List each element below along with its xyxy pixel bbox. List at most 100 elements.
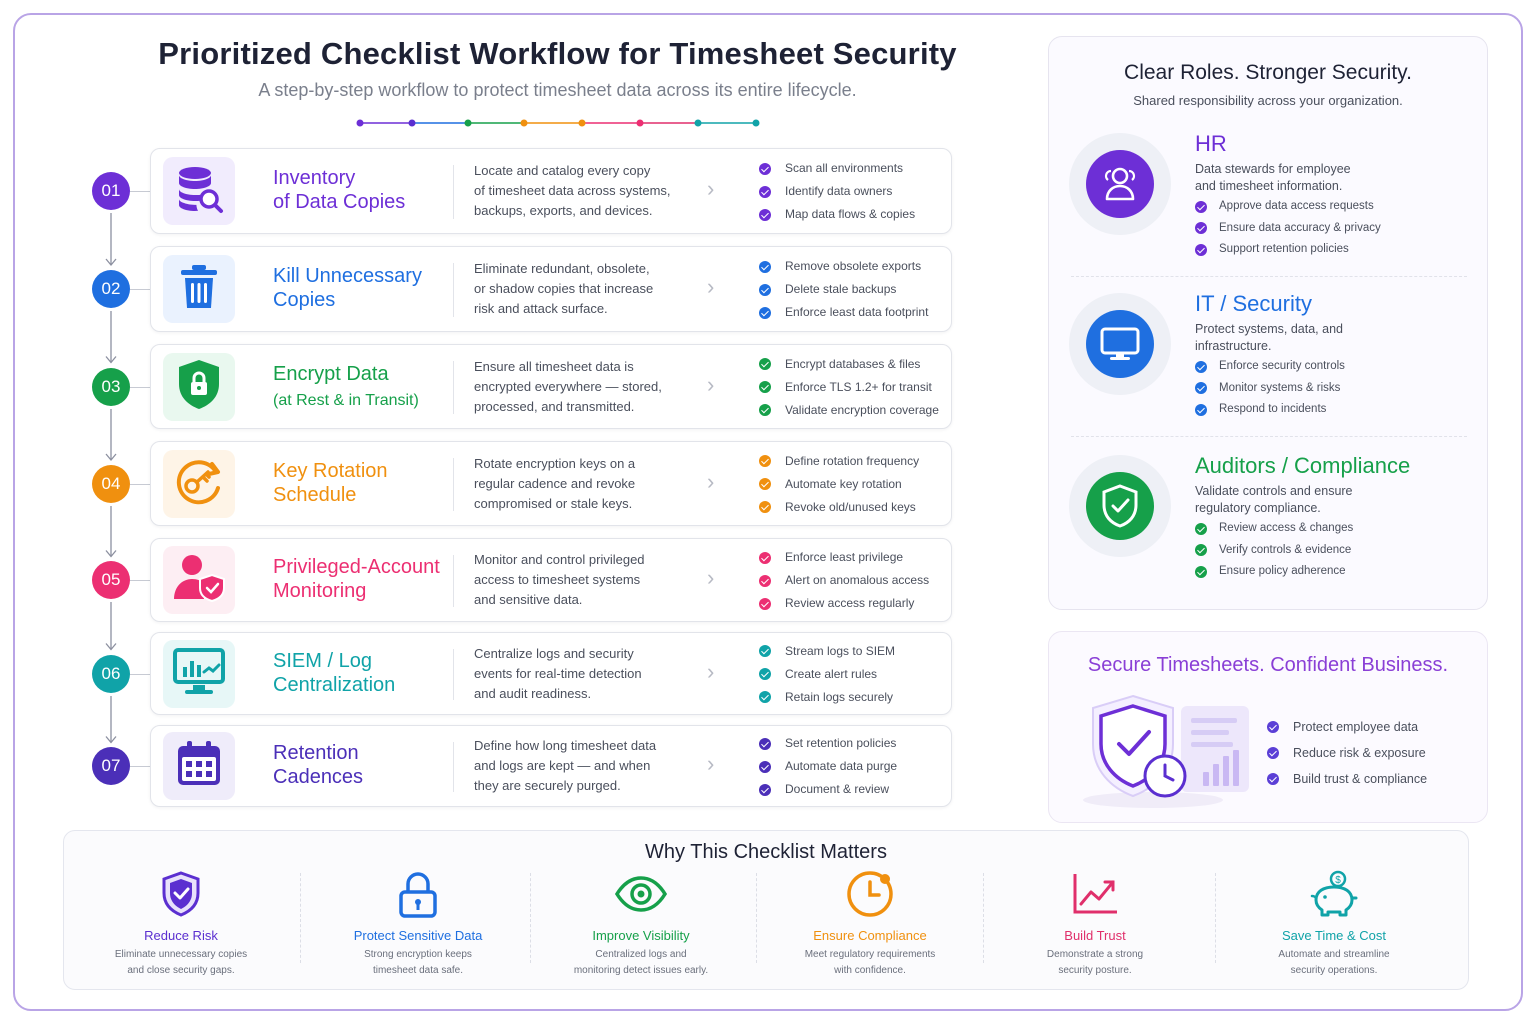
benefit-description-line: monitoring detect issues early.: [573, 965, 709, 976]
step-check-item: Validate encryption coverage: [759, 399, 949, 422]
check-icon: [759, 283, 771, 296]
benefit-description-line: with confidence.: [834, 965, 906, 976]
benefit-description-line: Demonstrate a strong: [1046, 949, 1144, 960]
workflow-step-card[interactable]: SIEM / Log Centralization Centralize logs …: [150, 632, 952, 715]
step-description: Eliminate redundant, obsolete, or shadow …: [474, 259, 689, 319]
role-check-label: Enforce security controls: [1219, 360, 1345, 372]
step-checklist: Stream logs to SIEM Create alert rules Ret…: [759, 640, 949, 709]
step-title: Privileged-Account Monitoring: [273, 555, 443, 603]
badge-connector: [130, 580, 150, 581]
step-divider: [453, 458, 454, 511]
role-checklist: Review access & changes Verify controls &…: [1195, 518, 1353, 583]
benefit-divider: [1214, 873, 1216, 963]
step-title: Encrypt Data (at Rest & in Transit): [273, 362, 443, 413]
role-description-line: regulatory compliance.: [1195, 501, 1321, 515]
step-title-line: Retention: [273, 742, 359, 764]
secure-check-item: Build trust & compliance: [1267, 766, 1427, 792]
role-checklist: Approve data access requests Ensure data …: [1195, 196, 1381, 261]
secure-check-label: Build trust & compliance: [1293, 772, 1428, 786]
role-check-label: Monitor systems & risks: [1219, 381, 1341, 394]
step-title: Retention Cadences: [273, 741, 443, 789]
step-check-item: Stream logs to SIEM: [759, 640, 949, 663]
badge-connector: [130, 289, 150, 290]
step-title: SIEM / Log Centralization: [273, 649, 443, 697]
benefit-description-line: timesheet data safe.: [372, 965, 464, 976]
step-checklist: Scan all environments Identify data owner…: [759, 157, 949, 226]
workflow-step-card[interactable]: Key Rotation Schedule Rotate encryption ke…: [150, 441, 952, 526]
benefit-divider: [299, 873, 301, 963]
check-icon: [1195, 522, 1207, 535]
step-title-line: of Data Copies: [273, 191, 406, 213]
step-description: Define how long timesheet data and logs a…: [474, 736, 689, 796]
step-check-label: Revoke old/unused keys: [785, 499, 916, 514]
step-check-label: Enforce least data footprint: [785, 305, 929, 319]
role-check-item: Respond to incidents: [1195, 399, 1345, 421]
step-check-label: Review access regularly: [785, 596, 915, 610]
role-divider: [1071, 436, 1467, 437]
step-checklist: Enforce least privilege Alert on anomalou…: [759, 546, 949, 615]
step-number-badge: 05: [92, 561, 130, 599]
benefit-name: Build Trust: [1064, 928, 1126, 943]
step-title-line: Copies: [273, 289, 336, 311]
check-icon: [1195, 200, 1207, 213]
step-description-line: Ensure all timesheet data is: [474, 358, 634, 374]
role-check-item: Approve data access requests: [1195, 196, 1381, 218]
workflow-step-card[interactable]: Privileged-Account Monitoring Monitor and …: [150, 538, 952, 622]
workflow-step-card[interactable]: Inventory of Data Copies Locate and catalo…: [150, 148, 952, 234]
check-icon: [759, 783, 771, 796]
step-description-line: backups, exports, and devices.: [474, 203, 653, 218]
step-description: Rotate encryption keys on a regular caden…: [474, 454, 689, 514]
benefit-divider: [982, 873, 984, 963]
step-description-line: or shadow copies that increase: [474, 281, 654, 296]
check-icon: [759, 358, 771, 370]
step-divider: [453, 742, 454, 792]
step-divider: [453, 263, 454, 317]
role-check-label: Respond to incidents: [1219, 403, 1327, 415]
benefit-description-line: and close security gaps.: [127, 965, 235, 976]
step-check-label: Retain logs securely: [785, 689, 894, 704]
role-description-line: Validate controls and ensure: [1195, 484, 1353, 498]
check-icon: [759, 691, 771, 703]
step-check-label: Encrypt databases & files: [785, 356, 921, 371]
benefit-divider: [529, 873, 531, 963]
step-description-line: compromised or stale keys.: [474, 495, 633, 511]
role-description-line: Protect systems, data, and: [1195, 322, 1343, 336]
step-number-badge: 02: [92, 270, 130, 308]
role-icon-ring: [1069, 455, 1171, 557]
role-check-item: Verify controls & evidence: [1195, 540, 1353, 562]
step-check-item: Create alert rules: [759, 663, 949, 686]
flow-arrow-icon: [104, 213, 118, 272]
step-title-line: Kill Unnecessary: [273, 265, 422, 287]
step-title-line: Schedule: [273, 483, 357, 506]
step-check-item: Automate key rotation: [759, 473, 949, 496]
benefit-description: Meet regulatory requirements with confide…: [755, 947, 985, 979]
badge-connector: [130, 766, 150, 767]
workflow-step-card[interactable]: Encrypt Data (at Rest & in Transit) Ensure…: [150, 344, 952, 429]
step-check-label: Define rotation frequency: [785, 453, 920, 468]
check-icon: [759, 306, 771, 319]
step-number-badge: 07: [92, 747, 130, 785]
benefit-description-line: Strong encryption keeps: [364, 949, 472, 960]
workflow-step-card[interactable]: Kill Unnecessary Copies Eliminate redundan…: [150, 246, 952, 332]
title-divider: [356, 119, 760, 127]
why-title: Why This Checklist Matters: [645, 841, 887, 863]
benefit-item: $ Save Time & Cost Automate and streamline…: [1219, 867, 1449, 979]
page-frame: [13, 13, 1523, 1011]
check-icon: [759, 645, 771, 657]
step-check-item: Encrypt databases & files: [759, 353, 949, 376]
step-check-item: Identify data owners: [759, 180, 949, 203]
step-check-label: Delete stale backups: [785, 282, 897, 296]
flow-arrow-icon: [104, 505, 118, 564]
step-check-label: Automate data purge: [785, 759, 898, 773]
step-title-line: Encrypt Data: [273, 362, 389, 385]
role-check-label: Ensure policy adherence: [1219, 565, 1346, 577]
step-description-line: Rotate encryption keys on a: [474, 455, 636, 471]
check-icon: [1267, 773, 1279, 785]
role-check-item: Ensure policy adherence: [1195, 561, 1353, 583]
step-check-item: Scan all environments: [759, 157, 949, 180]
step-number-badge: 06: [92, 654, 130, 693]
role-description-line: and timesheet information.: [1195, 179, 1343, 193]
step-check-item: Enforce least privilege: [759, 546, 949, 569]
workflow-step-card[interactable]: Retention Cadences Define how long timeshe…: [150, 725, 952, 807]
roles-subtitle: Shared responsibility across your organi…: [1133, 93, 1403, 108]
